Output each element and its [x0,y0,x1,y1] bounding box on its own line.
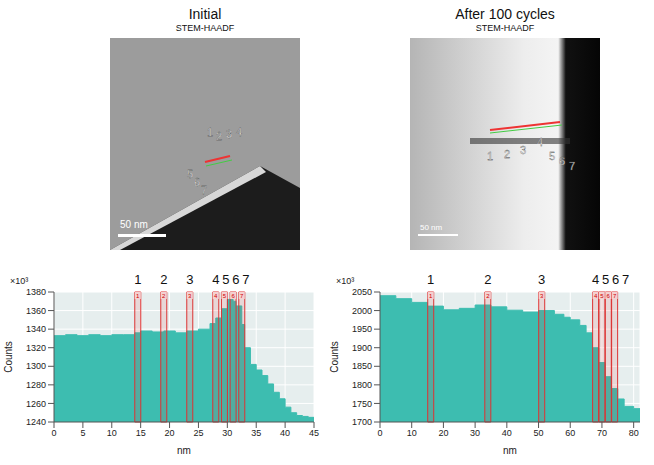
svg-text:80: 80 [629,428,639,438]
svg-text:0: 0 [377,428,382,438]
svg-text:Counts: Counts [329,341,340,373]
svg-text:2: 2 [216,130,222,142]
svg-text:7: 7 [569,160,575,172]
svg-text:1: 1 [136,293,140,299]
svg-text:25: 25 [193,428,203,438]
svg-text:6: 6 [194,176,200,188]
svg-text:7: 7 [201,184,207,196]
svg-text:45: 45 [309,428,319,438]
svg-text:50 nm: 50 nm [120,219,148,230]
svg-text:2: 2 [486,293,490,299]
svg-text:1: 1 [427,272,434,287]
svg-text:1300: 1300 [26,361,46,371]
svg-text:1700: 1700 [352,417,372,427]
svg-text:1: 1 [487,150,493,162]
svg-text:3: 3 [540,293,544,299]
svg-text:1: 1 [134,272,141,287]
svg-text:6: 6 [612,272,619,287]
svg-text:1360: 1360 [26,306,46,316]
svg-text:2: 2 [160,272,167,287]
svg-text:2050: 2050 [352,287,372,297]
svg-text:5: 5 [80,428,85,438]
svg-text:7: 7 [242,272,249,287]
svg-text:35: 35 [251,428,261,438]
svg-text:50: 50 [534,428,544,438]
svg-text:1: 1 [429,293,433,299]
svg-text:6: 6 [232,272,239,287]
svg-text:6: 6 [231,293,235,299]
svg-text:5: 5 [223,293,227,299]
svg-text:2: 2 [484,272,491,287]
svg-text:1800: 1800 [352,380,372,390]
html-text:×10³: ×10³ [336,276,355,286]
svg-text:5: 5 [187,168,193,180]
svg-text:1340: 1340 [26,324,46,334]
svg-text:30: 30 [470,428,480,438]
svg-text:Counts: Counts [3,341,14,373]
svg-text:20: 20 [438,428,448,438]
svg-text:1850: 1850 [352,361,372,371]
svg-text:40: 40 [280,428,290,438]
svg-text:nm: nm [503,445,517,456]
svg-text:1950: 1950 [352,324,372,334]
svg-text:10: 10 [107,428,117,438]
svg-text:1260: 1260 [26,399,46,409]
svg-text:7: 7 [622,272,629,287]
svg-text:30: 30 [222,428,232,438]
html-text:After 100 cycles: After 100 cycles [455,6,555,22]
svg-text:6: 6 [607,293,611,299]
svg-text:2: 2 [504,148,510,160]
html-text:×10³: ×10³ [10,276,29,286]
html-text:Initial: Initial [188,6,222,22]
svg-text:5: 5 [602,272,609,287]
svg-text:2: 2 [162,293,166,299]
svg-text:3: 3 [520,144,526,156]
svg-text:1280: 1280 [26,380,46,390]
svg-text:40: 40 [502,428,512,438]
svg-text:7: 7 [613,293,617,299]
svg-text:3: 3 [226,128,232,140]
svg-text:2000: 2000 [352,306,372,316]
html-text:STEM-HAADF: STEM-HAADF [475,23,535,33]
svg-text:4: 4 [592,272,599,287]
svg-text:4: 4 [236,126,242,138]
svg-text:4: 4 [214,293,218,299]
svg-text:7: 7 [240,293,244,299]
svg-text:3: 3 [186,272,193,287]
svg-text:3: 3 [188,293,192,299]
html-text:STEM-HAADF: STEM-HAADF [175,23,235,33]
svg-text:3: 3 [538,272,545,287]
svg-text:1900: 1900 [352,343,372,353]
svg-text:1240: 1240 [26,417,46,427]
svg-text:5: 5 [549,150,555,162]
svg-text:nm: nm [177,445,191,456]
svg-text:4: 4 [212,272,219,287]
svg-text:6: 6 [559,155,565,167]
svg-text:5: 5 [222,272,229,287]
svg-text:1750: 1750 [352,399,372,409]
svg-text:50 nm: 50 nm [420,223,443,232]
svg-text:10: 10 [407,428,417,438]
svg-text:0: 0 [51,428,56,438]
svg-text:4: 4 [537,136,543,148]
svg-text:1320: 1320 [26,343,46,353]
svg-text:20: 20 [165,428,175,438]
svg-text:60: 60 [565,428,575,438]
svg-text:1: 1 [207,126,213,138]
svg-text:70: 70 [597,428,607,438]
svg-text:4: 4 [594,293,598,299]
svg-text:15: 15 [136,428,146,438]
svg-text:5: 5 [600,293,604,299]
svg-text:1380: 1380 [26,287,46,297]
